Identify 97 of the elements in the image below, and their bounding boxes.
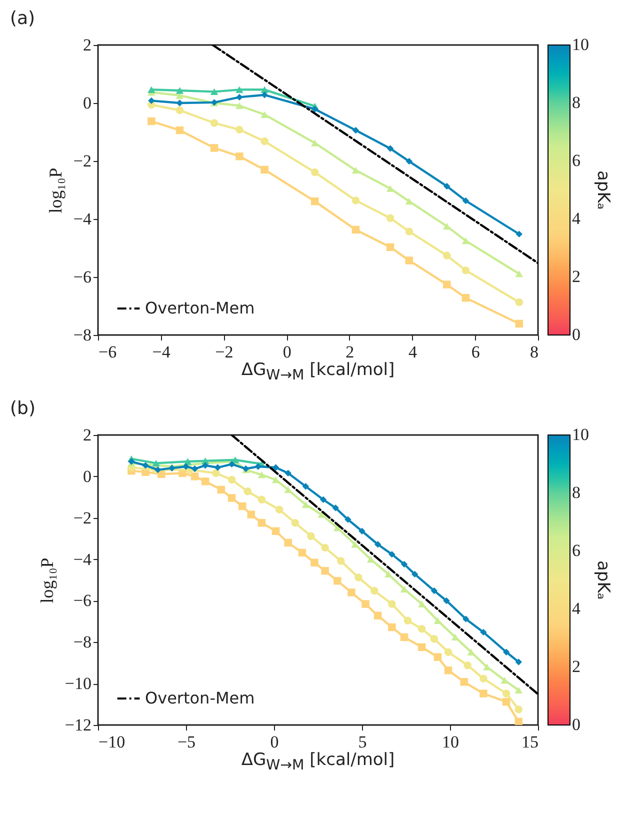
point	[236, 152, 244, 160]
x-tick-label: 6	[471, 342, 480, 362]
point	[515, 320, 524, 328]
point	[176, 106, 184, 114]
color-bar-label: 0	[572, 325, 580, 344]
y-tick-label: −8	[73, 632, 92, 652]
x-tick-label: −10	[98, 732, 126, 752]
point	[236, 126, 244, 134]
x-tick-label: 0	[270, 732, 279, 752]
x-tick-label: 0	[282, 342, 292, 362]
point	[386, 145, 394, 152]
point	[310, 197, 319, 206]
point	[386, 214, 394, 222]
x-tick-label: 8	[530, 342, 538, 362]
x-tick-label: 10	[442, 732, 459, 752]
y-tick-label: −8	[73, 326, 92, 344]
point	[444, 182, 450, 190]
point	[236, 102, 244, 109]
point	[260, 86, 268, 94]
y-tick-label: −6	[73, 268, 92, 286]
color-bar-label: 10	[572, 35, 589, 54]
point	[352, 196, 360, 204]
color-bar-label: 4	[572, 599, 581, 618]
x-axis-title: ΔG$_{W→M}$ [kcal/mol]	[240, 750, 396, 776]
color-bar-title: apKₐ	[593, 170, 613, 210]
x-tick-label: 15	[522, 732, 538, 752]
point	[352, 226, 360, 234]
point	[210, 88, 218, 96]
point	[148, 86, 156, 94]
chart-title: (b)	[10, 398, 36, 419]
y-axis-title: log₁₀P	[36, 558, 57, 604]
point	[260, 166, 268, 174]
y-tick-label: −4	[73, 210, 92, 228]
point	[515, 270, 524, 278]
x-tick-label: 2	[346, 342, 354, 362]
point	[310, 140, 319, 146]
y-tick-label: −12	[64, 716, 92, 734]
y-tick-label: −6	[73, 591, 92, 610]
point	[260, 137, 268, 146]
y-tick-label: 2	[83, 36, 92, 54]
y-tick-label: 0	[83, 466, 92, 486]
color-bar-label: 10	[572, 425, 589, 444]
legend-label: Overton-Mem	[145, 688, 255, 708]
point	[462, 266, 470, 274]
point	[515, 298, 524, 306]
point	[310, 168, 319, 176]
chart-title: (a)	[10, 8, 36, 29]
point	[462, 237, 470, 244]
point	[405, 256, 414, 264]
y-tick-label: −10	[64, 674, 92, 694]
point	[176, 126, 184, 134]
point	[386, 243, 394, 252]
y-tick-label: −2	[73, 152, 92, 170]
point	[312, 106, 318, 112]
color-bar-label: 8	[572, 483, 580, 502]
color-bar-label: 4	[572, 209, 581, 228]
y-tick-label: 2	[83, 426, 92, 444]
legend-label: Overton-Mem	[145, 298, 255, 318]
point	[352, 126, 360, 134]
point	[386, 185, 394, 192]
point	[210, 144, 218, 152]
color-bar-label: 0	[572, 715, 580, 734]
x-tick-label: −5	[177, 732, 196, 752]
color-bar-label: 2	[572, 657, 580, 676]
point	[210, 119, 218, 127]
color-bar-label: 2	[572, 267, 580, 286]
point	[406, 158, 412, 165]
color-bar-title: apKₐ	[593, 560, 613, 600]
x-tick-label: 4	[408, 342, 418, 362]
x-tick-label: −4	[152, 342, 171, 362]
point	[516, 230, 522, 238]
point	[442, 222, 451, 230]
point	[236, 94, 243, 101]
point	[442, 280, 451, 288]
y-tick-label: −4	[73, 550, 92, 569]
color-bar-label: 8	[572, 93, 580, 112]
point	[261, 92, 268, 98]
x-tick-label: −2	[215, 342, 234, 362]
color-bar-label: 6	[572, 541, 580, 560]
point	[148, 97, 155, 104]
point	[352, 166, 360, 174]
point	[462, 294, 470, 302]
point	[236, 86, 244, 94]
point	[405, 198, 414, 205]
point	[405, 228, 414, 236]
y-tick-label: 0	[83, 94, 92, 112]
y-tick-label: −2	[73, 508, 92, 528]
x-axis-title: ΔG$_{W→M}$ [kcal/mol]	[240, 360, 396, 386]
point	[462, 197, 470, 204]
point	[260, 111, 268, 118]
color-bar-label: 6	[572, 151, 580, 170]
y-axis-title: log₁₀P	[45, 168, 66, 214]
point	[442, 252, 451, 260]
x-tick-label: −6	[98, 342, 117, 362]
point	[176, 87, 184, 94]
x-tick-label: 5	[358, 732, 367, 752]
point	[148, 117, 156, 126]
